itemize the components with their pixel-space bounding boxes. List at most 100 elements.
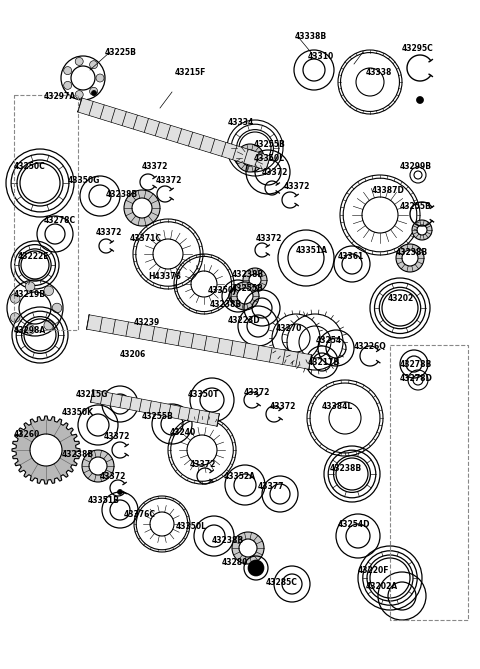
Text: 43238B: 43238B <box>212 536 244 545</box>
Text: 43338: 43338 <box>366 68 392 77</box>
Text: 43372: 43372 <box>256 234 282 243</box>
Text: 43299B: 43299B <box>400 162 432 171</box>
Text: 43217B: 43217B <box>308 358 340 367</box>
Text: 43202A: 43202A <box>366 582 398 591</box>
Circle shape <box>52 303 62 313</box>
Polygon shape <box>78 98 270 170</box>
Circle shape <box>90 61 97 69</box>
Text: 43350L: 43350L <box>254 154 285 163</box>
Circle shape <box>75 90 83 98</box>
Circle shape <box>132 198 152 218</box>
Polygon shape <box>87 315 311 369</box>
Text: 43270: 43270 <box>276 324 302 333</box>
Text: 43254: 43254 <box>316 336 342 345</box>
Text: 43372: 43372 <box>96 228 122 237</box>
Text: 43278D: 43278D <box>400 374 433 383</box>
Text: 43350L: 43350L <box>176 522 207 531</box>
Circle shape <box>89 457 107 475</box>
Circle shape <box>248 560 264 576</box>
Circle shape <box>242 150 258 166</box>
Text: 43295C: 43295C <box>402 44 434 53</box>
Circle shape <box>249 274 261 286</box>
Text: 43255B: 43255B <box>400 202 432 211</box>
Text: 43226Q: 43226Q <box>354 342 387 351</box>
Text: 43350T: 43350T <box>188 390 219 399</box>
Circle shape <box>25 324 35 334</box>
Text: 43351A: 43351A <box>296 246 328 255</box>
Text: 43377: 43377 <box>258 482 285 491</box>
Text: 43372: 43372 <box>104 432 131 441</box>
Circle shape <box>30 434 62 466</box>
Text: 43334: 43334 <box>228 118 254 127</box>
Text: 43238B: 43238B <box>106 190 138 199</box>
Text: 43372: 43372 <box>284 182 311 191</box>
Text: 43372: 43372 <box>100 472 126 481</box>
Circle shape <box>124 190 160 226</box>
Text: 43220F: 43220F <box>358 566 389 575</box>
Text: 43238B: 43238B <box>62 450 94 459</box>
Circle shape <box>412 220 432 240</box>
Text: 43387D: 43387D <box>372 186 405 195</box>
Circle shape <box>44 286 53 296</box>
Text: 43255B: 43255B <box>232 284 264 293</box>
Polygon shape <box>12 416 80 484</box>
Text: 43338B: 43338B <box>295 32 327 41</box>
Circle shape <box>231 282 259 310</box>
Text: 43372: 43372 <box>270 402 296 411</box>
Text: 43254D: 43254D <box>338 520 371 529</box>
Circle shape <box>417 225 427 235</box>
Circle shape <box>237 288 253 304</box>
Text: 43372: 43372 <box>156 176 182 185</box>
Text: H43376: H43376 <box>148 272 181 281</box>
Text: 43361: 43361 <box>338 252 364 261</box>
Text: 43255B: 43255B <box>142 412 174 421</box>
Text: 43225B: 43225B <box>105 48 137 57</box>
Text: 43371C: 43371C <box>130 234 162 243</box>
Text: 43215F: 43215F <box>175 68 206 77</box>
Text: 43384L: 43384L <box>322 402 353 411</box>
Circle shape <box>232 532 264 564</box>
Circle shape <box>92 90 96 96</box>
Text: 43238B: 43238B <box>396 248 428 257</box>
Text: 43350G: 43350G <box>68 176 100 185</box>
Circle shape <box>118 490 122 494</box>
Text: 43222E: 43222E <box>18 252 49 261</box>
Circle shape <box>402 250 418 266</box>
Text: 43238B: 43238B <box>232 270 264 279</box>
Text: 43250C: 43250C <box>14 162 46 171</box>
Circle shape <box>82 450 114 482</box>
Text: 43350K: 43350K <box>62 408 94 417</box>
Text: 43260: 43260 <box>14 430 40 439</box>
Text: 43206: 43206 <box>120 350 146 359</box>
Circle shape <box>396 244 424 272</box>
Text: 43238B: 43238B <box>210 300 242 309</box>
Text: 43297A: 43297A <box>44 92 76 101</box>
Text: 43255B: 43255B <box>254 140 286 149</box>
Circle shape <box>417 96 423 104</box>
Text: 43202: 43202 <box>388 294 414 303</box>
Circle shape <box>243 268 267 292</box>
Circle shape <box>11 312 20 322</box>
Text: 43215G: 43215G <box>76 390 108 399</box>
Text: 43350J: 43350J <box>208 286 237 295</box>
Circle shape <box>236 144 264 172</box>
Text: 43310: 43310 <box>308 52 334 61</box>
Text: 43278C: 43278C <box>44 216 76 225</box>
Text: 43219B: 43219B <box>14 290 46 299</box>
Text: 43223D: 43223D <box>228 316 261 325</box>
Circle shape <box>25 282 35 292</box>
Text: 43372: 43372 <box>142 162 168 171</box>
Circle shape <box>44 320 53 330</box>
Circle shape <box>11 294 20 303</box>
Text: 43372: 43372 <box>262 168 288 177</box>
Text: 43298A: 43298A <box>14 326 46 335</box>
Circle shape <box>90 87 97 95</box>
Text: 43352A: 43352A <box>224 472 256 481</box>
Circle shape <box>239 539 257 557</box>
Text: 43372: 43372 <box>244 388 270 397</box>
Text: 43372: 43372 <box>190 460 216 469</box>
Text: 43285C: 43285C <box>266 578 298 587</box>
Circle shape <box>64 82 72 90</box>
Text: 43376C: 43376C <box>124 510 156 519</box>
Circle shape <box>64 67 72 75</box>
